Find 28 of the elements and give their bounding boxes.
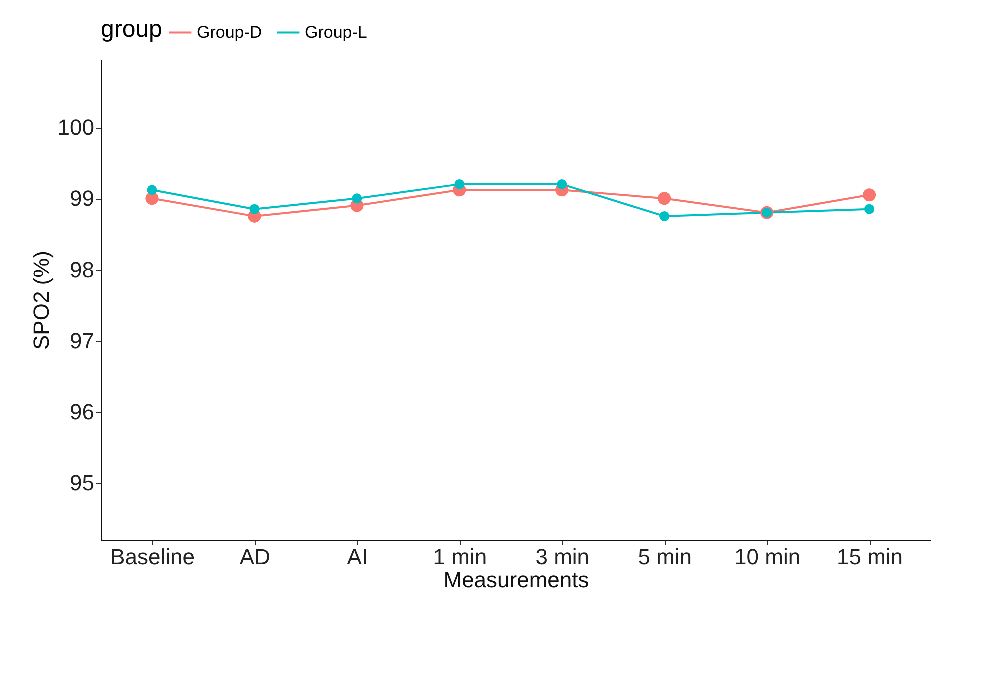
x-tick-label: 10 min — [734, 544, 801, 570]
x-tick-label: 5 min — [638, 544, 692, 570]
y-tick-label: 99 — [70, 186, 94, 212]
y-tick-label: 95 — [70, 470, 94, 496]
point — [454, 179, 465, 190]
x-tick-label: AI — [347, 544, 368, 570]
x-tick-label: Baseline — [110, 544, 195, 570]
legend-label: Group-L — [305, 22, 368, 42]
point — [250, 204, 260, 214]
x-tick-label: 3 min — [536, 544, 590, 570]
y-tick-label: 100 — [58, 115, 94, 140]
point — [863, 188, 876, 202]
y-axis-title: SPO2 (%) — [28, 250, 54, 350]
point — [864, 204, 875, 214]
point — [352, 194, 362, 204]
point — [147, 185, 158, 196]
legend-label: Group-D — [197, 22, 262, 42]
y-tick-label: 98 — [70, 257, 94, 282]
x-tick-label: 1 min — [433, 544, 488, 570]
y-tick-label: 96 — [70, 400, 94, 424]
x-tick-label: 15 min — [836, 544, 904, 570]
point — [557, 179, 568, 190]
x-axis-title: Measurements — [444, 568, 590, 592]
point — [658, 192, 672, 206]
y-tick-label: 97 — [70, 328, 94, 354]
legend-title: group — [101, 16, 162, 43]
point — [660, 211, 670, 222]
x-tick-label: AD — [240, 544, 270, 570]
